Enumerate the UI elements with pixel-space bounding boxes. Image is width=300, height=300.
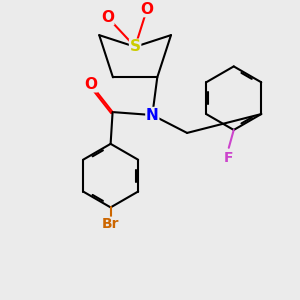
Text: S: S bbox=[130, 39, 141, 54]
Text: Br: Br bbox=[102, 217, 119, 231]
Text: O: O bbox=[84, 77, 97, 92]
Text: F: F bbox=[224, 151, 233, 165]
Text: O: O bbox=[101, 10, 114, 25]
Text: N: N bbox=[146, 108, 159, 123]
Text: O: O bbox=[140, 2, 154, 16]
